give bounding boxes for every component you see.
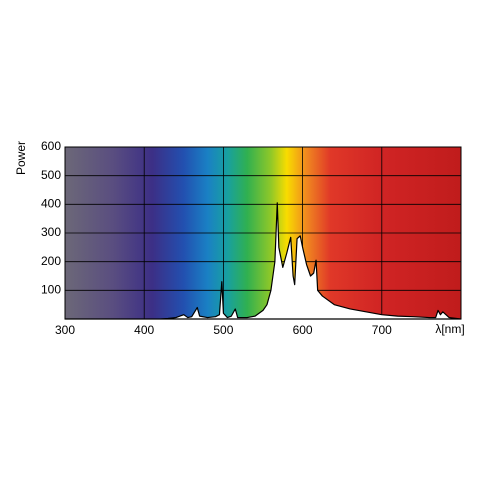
- x-tick-label: 400: [134, 323, 154, 337]
- y-tick-label: 300: [41, 225, 61, 239]
- plot-frame: [64, 146, 462, 320]
- spectrum-area: [64, 202, 462, 320]
- y-tick-label: 400: [41, 197, 61, 211]
- y-axis-label: Power: [14, 141, 28, 175]
- y-tick-label: 100: [41, 283, 61, 297]
- y-tick-label: 500: [41, 168, 61, 182]
- x-tick-label: 600: [293, 323, 313, 337]
- y-tick-label: 200: [41, 254, 61, 268]
- x-tick-label: 500: [213, 323, 233, 337]
- x-axis-label: λ[nm]: [435, 322, 464, 336]
- x-tick-label: 700: [372, 323, 392, 337]
- y-tick-label: 600: [41, 139, 61, 153]
- x-tick-label: 300: [55, 323, 75, 337]
